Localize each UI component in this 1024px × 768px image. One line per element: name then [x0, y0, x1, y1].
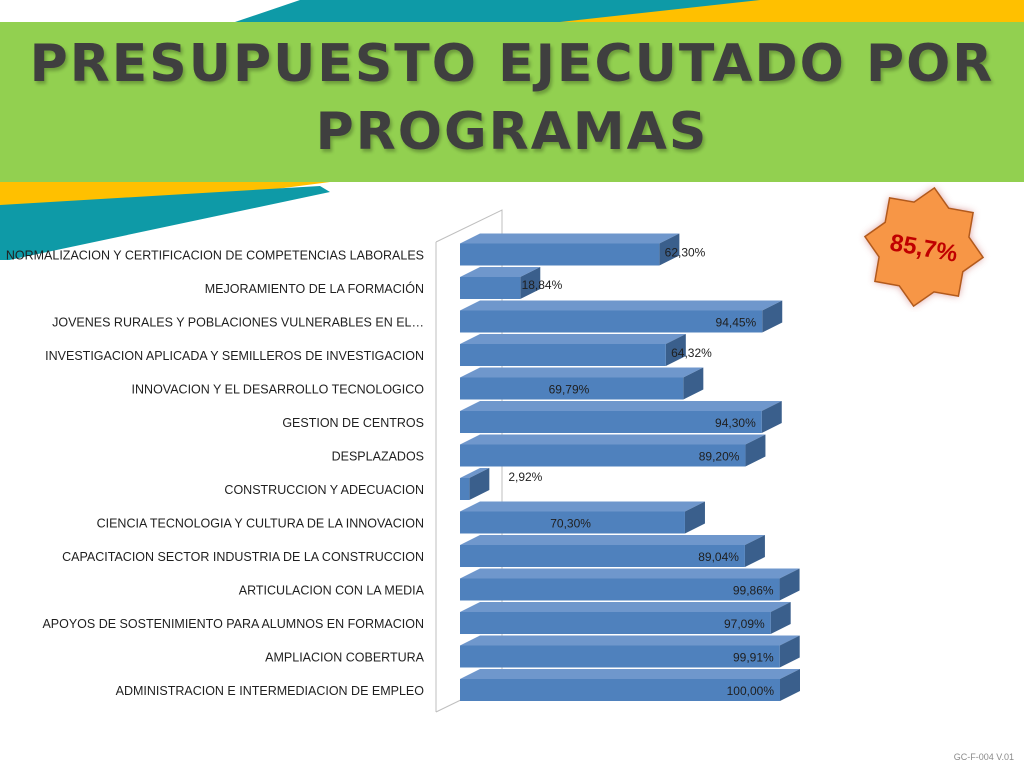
bar-side [659, 233, 680, 266]
title-line-2: PROGRAMAS [315, 102, 709, 162]
bar-top [460, 602, 791, 612]
bar-side [779, 635, 800, 668]
decorative-stripes [0, 0, 1024, 260]
bar-side [761, 401, 782, 433]
bar-side [469, 468, 490, 500]
bar-top [460, 434, 766, 445]
category-label: NORMALIZACION Y CERTIFICACION DE COMPETE… [6, 249, 424, 263]
bar-side [779, 568, 800, 601]
value-label: 69,79% [549, 383, 590, 397]
bar-side [762, 300, 783, 333]
bar [460, 545, 745, 567]
bar [460, 411, 762, 433]
value-label: 94,45% [716, 316, 757, 330]
bar [460, 277, 521, 299]
bar-top [460, 669, 800, 679]
value-label: 99,91% [733, 651, 774, 665]
bar [460, 612, 771, 634]
bar-side [780, 669, 800, 701]
category-label: AMPLIACION COBERTURA [265, 651, 424, 665]
bar-side [744, 535, 765, 567]
bar-top [460, 334, 686, 344]
bar-top [460, 267, 541, 277]
chart-value-labels: 100,00% 99,91% 97,09% 99,86% 89,04% 70,30% 2,9… [508, 246, 774, 699]
bar [460, 344, 666, 366]
teal-stripe-bottom [0, 186, 330, 260]
bar-top [460, 535, 765, 545]
value-label: 100,00% [727, 684, 775, 698]
bar-top [460, 233, 680, 244]
bar-side [665, 334, 686, 366]
bar-top [460, 635, 800, 646]
bar [460, 444, 746, 467]
bar-top [460, 367, 704, 378]
value-label: 89,04% [698, 550, 739, 564]
bar-top [460, 468, 490, 478]
bar-top [460, 568, 800, 579]
chart-category-labels: ADMINISTRACION E INTERMEDIACION DE EMPLE… [6, 249, 425, 699]
category-label: ARTICULACION CON LA MEDIA [239, 584, 425, 598]
category-label: GESTION DE CENTROS [282, 416, 424, 430]
value-label: 94,30% [715, 416, 756, 430]
bar-top [460, 401, 782, 411]
bar [460, 645, 780, 668]
bar-side [683, 367, 704, 400]
footer-code: GC-F-004 V.01 [953, 752, 1014, 762]
bar [460, 578, 780, 601]
category-label: ADMINISTRACION E INTERMEDIACION DE EMPLE… [116, 684, 425, 698]
percentage-badge: 85,7% [863, 186, 985, 308]
bar-side [520, 267, 541, 299]
category-label: APOYOS DE SOSTENIMIENTO PARA ALUMNOS EN … [42, 617, 424, 631]
bar-side [770, 602, 791, 634]
value-label: 64,32% [671, 346, 712, 360]
category-label: INNOVACION Y EL DESARROLLO TECNOLOGICO [132, 383, 425, 397]
yellow-stripe-top [560, 0, 1024, 22]
category-label: INVESTIGACION APLICADA Y SEMILLEROS DE I… [45, 349, 424, 363]
title-banner [0, 22, 1024, 182]
value-label: 18,84% [522, 278, 563, 292]
bar [460, 243, 660, 266]
chart-bars [460, 233, 800, 701]
category-label: CONSTRUCCION Y ADECUACION [224, 483, 424, 497]
bar-top [460, 501, 705, 512]
title-line-1: PRESUPUESTO EJECUTADO POR [29, 34, 995, 94]
value-label: 97,09% [724, 617, 765, 631]
bar-top [460, 300, 783, 311]
value-label: 70,30% [550, 517, 591, 531]
bar-side [745, 434, 766, 467]
bar [460, 478, 470, 500]
value-label: 2,92% [508, 470, 542, 484]
value-label: 89,20% [699, 450, 740, 464]
bar [460, 511, 685, 534]
category-label: DESPLAZADOS [332, 450, 424, 464]
value-label: 62,30% [665, 246, 706, 260]
bar [460, 310, 763, 333]
category-label: MEJORAMIENTO DE LA FORMACIÓN [205, 281, 424, 296]
category-label: CIENCIA TECNOLOGIA Y CULTURA DE LA INNOV… [97, 517, 424, 531]
bar [460, 679, 780, 701]
value-label: 99,86% [733, 584, 774, 598]
badge-star-icon [863, 186, 985, 308]
category-label: JOVENES RURALES Y POBLACIONES VULNERABLE… [52, 316, 424, 330]
category-label: CAPACITACION SECTOR INDUSTRIA DE LA CONS… [62, 550, 424, 564]
bar-chart: ADMINISTRACION E INTERMEDIACION DE EMPLE… [6, 209, 800, 713]
bar-side [684, 501, 705, 534]
bar [460, 377, 684, 400]
slide-title: PRESUPUESTO EJECUTADO POR PROGRAMAS [0, 30, 1024, 166]
